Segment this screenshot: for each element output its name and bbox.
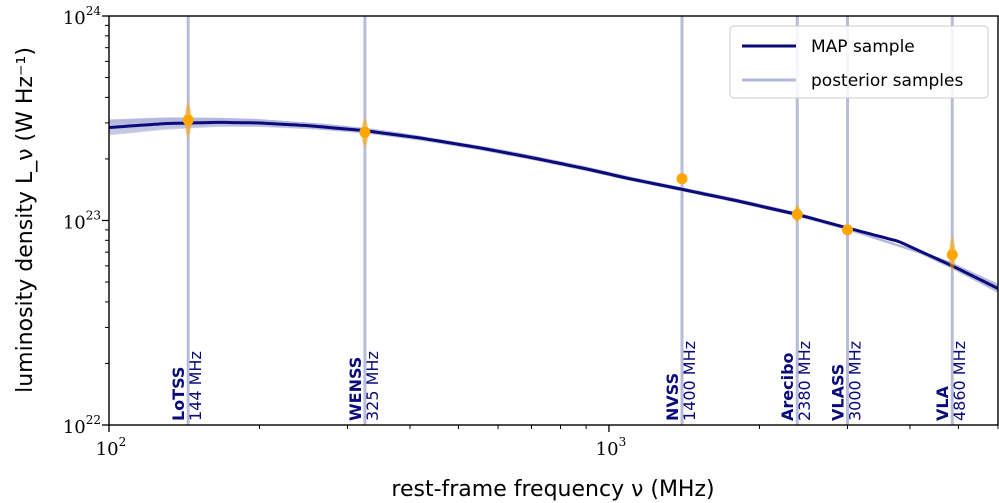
data-point: [182, 114, 194, 126]
instrument-name: WENSS: [346, 357, 365, 421]
instrument-name: Arecibo: [778, 352, 797, 421]
data-point: [946, 249, 958, 261]
x-tick-label: 103: [596, 435, 627, 460]
instrument-name: LoTSS: [169, 367, 188, 421]
posterior-sample-line: [109, 119, 998, 288]
posterior-sample-line: [109, 124, 998, 293]
instrument-frequency: 144 MHz: [186, 351, 205, 421]
data-point: [676, 173, 688, 185]
y-tick-label: 1022: [63, 413, 101, 438]
instrument-label: NVSS1400 MHz: [663, 341, 699, 421]
y-tick-label: 1024: [63, 4, 102, 29]
y-axis-label: luminosity density L_ν (W Hz⁻¹): [13, 47, 38, 393]
instrument-label: LoTSS144 MHz: [169, 351, 205, 421]
x-axis-label: rest-frame frequency ν (MHz): [391, 477, 714, 502]
posterior-sample-line: [109, 118, 998, 287]
data-point: [791, 208, 803, 220]
instrument-name: NVSS: [663, 373, 682, 421]
posterior-sample-line: [109, 119, 998, 288]
instrument-name: VLASS: [828, 364, 847, 421]
instrument-frequency: 1400 MHz: [680, 341, 699, 421]
posterior-sample-line: [109, 117, 998, 287]
x-tick-label: 102: [96, 435, 127, 460]
instrument-label: VLASS3000 MHz: [828, 341, 864, 421]
instrument-frequency: 3000 MHz: [845, 341, 864, 421]
posterior-sample-line: [109, 118, 998, 287]
posterior-sample-line: [109, 120, 998, 289]
legend-posterior-label: posterior samples: [811, 71, 963, 91]
instrument-label: WENSS325 MHz: [346, 351, 382, 421]
posterior-sample-line: [109, 117, 998, 286]
instrument-frequency: 4860 MHz: [950, 341, 969, 421]
instrument-name: VLA: [933, 385, 952, 421]
data-point: [841, 224, 853, 236]
posterior-sample-line: [109, 117, 998, 286]
map-sample-line: [109, 120, 998, 290]
posterior-sample-line: [109, 120, 998, 289]
posterior-sample-line: [109, 118, 998, 287]
posterior-sample-line: [109, 122, 998, 291]
data-point: [359, 126, 371, 138]
posterior-sample-line: [109, 117, 998, 287]
instrument-frequency: 325 MHz: [363, 351, 382, 421]
y-tick-label: 1023: [63, 209, 101, 234]
posterior-sample-line: [109, 123, 998, 292]
posterior-sample-line: [109, 120, 998, 288]
posterior-sample-line: [109, 119, 998, 288]
posterior-sample-line: [109, 124, 998, 294]
legend-map-label: MAP sample: [811, 37, 915, 57]
posterior-sample-line: [109, 117, 998, 287]
instrument-label: Arecibo2380 MHz: [778, 341, 814, 421]
legend: MAP sample posterior samples: [729, 25, 989, 99]
instrument-label: VLA4860 MHz: [933, 341, 969, 421]
posterior-sample-line: [109, 121, 998, 290]
instrument-frequency: 2380 MHz: [795, 341, 814, 421]
posterior-sample-line: [109, 121, 998, 290]
posterior-sample-line: [109, 122, 998, 291]
posterior-sample-line: [109, 123, 998, 292]
